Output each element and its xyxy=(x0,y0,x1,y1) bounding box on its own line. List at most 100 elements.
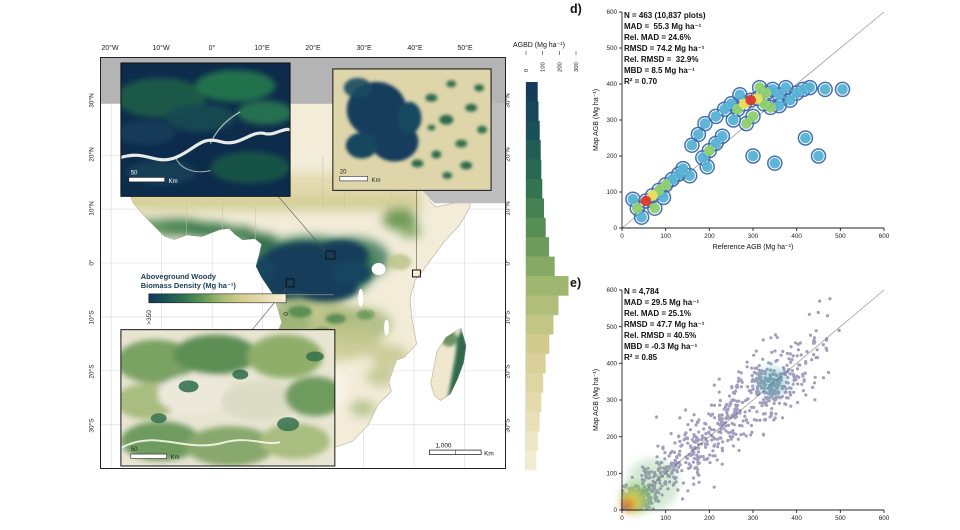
svg-text:500: 500 xyxy=(606,45,617,52)
scale-bar-unit: Km xyxy=(484,451,494,458)
inset-forest-mosaic: 50 Km xyxy=(120,329,336,467)
agbd-histogram: AGBD (Mg ha⁻¹) 0 100 200 300 xyxy=(513,42,580,471)
lat-tick-label: 10°S xyxy=(88,310,96,325)
svg-text:200: 200 xyxy=(704,515,715,522)
svg-text:200: 200 xyxy=(557,62,563,72)
stat-line: MBD = -0.3 Mg ha⁻¹ xyxy=(624,342,698,351)
y-axis-label: Map AGB (Mg ha⁻¹) xyxy=(593,369,600,431)
inset2-scale-bar xyxy=(339,176,368,182)
svg-text:600: 600 xyxy=(879,233,890,240)
africa-map: 50 Km xyxy=(100,57,506,469)
svg-text:500: 500 xyxy=(835,233,846,240)
inset1-scale-value: 50 xyxy=(131,170,138,176)
svg-text:0: 0 xyxy=(613,507,617,514)
svg-text:200: 200 xyxy=(704,233,715,240)
lon-tick-label: 20°E xyxy=(305,45,321,52)
lat-tick-label: 0° xyxy=(88,259,96,266)
y-axis-label: Map AGB (Mg ha⁻¹) xyxy=(593,89,600,151)
map-legend: Aboveground Woody Biomass Density (Mg ha… xyxy=(141,272,290,325)
legend-gradient-bar xyxy=(148,293,287,304)
map-scale-bar: 1,000 Km xyxy=(429,443,494,458)
svg-text:400: 400 xyxy=(791,515,802,522)
inset3-scale-value: 50 xyxy=(131,447,138,453)
tick-labels: 0 100 200 300 400 500 600 0 100 200 300 400 500 600 Ma… xyxy=(593,287,890,522)
legend-title-line2: Biomass Density (Mg ha⁻¹) xyxy=(141,281,237,290)
inset1-scale-bar xyxy=(128,177,165,183)
density-heat xyxy=(620,367,787,514)
inset-connector-lines xyxy=(252,190,417,330)
inset2-scale-value: 20 xyxy=(340,169,347,175)
stat-line: N = 463 (10,837 plots) xyxy=(624,11,706,20)
svg-text:400: 400 xyxy=(791,233,802,240)
stat-line: N = 4,784 xyxy=(624,287,659,296)
svg-text:600: 600 xyxy=(606,287,617,294)
scale-bar-value: 1,000 xyxy=(435,443,452,450)
panel-d-label: d) xyxy=(570,2,582,16)
stat-line: Rel. RMSD = 32.9% xyxy=(624,55,699,64)
svg-text:300: 300 xyxy=(606,117,617,124)
svg-text:0: 0 xyxy=(620,515,624,522)
lat-tick-label: 10°N xyxy=(88,201,96,216)
stat-line: Rel. MAD = 24.6% xyxy=(624,33,691,42)
scatter-plot-d: 0 100 200 300 400 500 600 0 100 200 300 400 500 600 Re… xyxy=(593,9,890,251)
svg-text:300: 300 xyxy=(748,515,759,522)
svg-text:300: 300 xyxy=(606,397,617,404)
legend-min-label: 0 xyxy=(283,312,290,316)
congo-basin-core xyxy=(252,240,372,301)
svg-text:300: 300 xyxy=(748,233,759,240)
africa-map-canvas: 50 Km xyxy=(101,58,505,468)
svg-text:0: 0 xyxy=(620,233,624,240)
inset3-scale-bar xyxy=(130,453,167,459)
lakes xyxy=(358,263,390,336)
stat-line: Rel. MAD = 25.1% xyxy=(624,309,691,318)
svg-text:100: 100 xyxy=(541,62,547,72)
axes xyxy=(619,289,885,513)
svg-text:500: 500 xyxy=(835,515,846,522)
lon-tick-label: 0° xyxy=(208,45,216,52)
svg-text:100: 100 xyxy=(660,233,671,240)
histogram-bars xyxy=(526,82,569,471)
lon-tick-label: 10°W xyxy=(152,45,170,52)
stat-line: RMSD = 47.7 Mg ha⁻¹ xyxy=(624,320,705,329)
svg-text:100: 100 xyxy=(660,515,671,522)
svg-text:500: 500 xyxy=(606,324,617,331)
lon-tick-label: 20°W xyxy=(101,45,119,52)
svg-text:0: 0 xyxy=(524,69,530,72)
legend-max-label: >350 xyxy=(146,310,153,325)
svg-text:0: 0 xyxy=(613,225,617,232)
lon-tick-label: 10°E xyxy=(254,45,270,52)
inset-congo-river: 50 Km xyxy=(120,62,291,197)
inset3-scale-unit: Km xyxy=(171,455,180,461)
plot-content xyxy=(620,289,885,514)
stat-line: MAD = 29.5 Mg ha⁻¹ xyxy=(624,298,700,307)
lon-tick-label: 40°E xyxy=(407,45,423,52)
density-fills xyxy=(627,82,848,223)
svg-text:600: 600 xyxy=(879,515,890,522)
lon-tick-label: 30°E xyxy=(356,45,372,52)
stat-line: MAD = 55.3 Mg ha⁻¹ xyxy=(624,22,702,31)
stat-line: R² = 0.70 xyxy=(624,77,658,86)
x-axis-label: Reference AGB (Mg ha⁻¹) xyxy=(713,244,794,251)
axes xyxy=(619,11,885,231)
svg-text:300: 300 xyxy=(574,62,580,72)
svg-text:100: 100 xyxy=(606,471,617,478)
river xyxy=(120,127,291,162)
stat-line: RMSD = 74.2 Mg ha⁻¹ xyxy=(624,44,705,53)
panel-e-label: e) xyxy=(570,276,582,290)
svg-text:400: 400 xyxy=(606,81,617,88)
histogram-title: AGBD (Mg ha⁻¹) xyxy=(513,42,565,49)
panel-e-stats: N = 4,784 MAD = 29.5 Mg ha⁻¹ Rel. MAD = … xyxy=(624,286,796,363)
svg-text:400: 400 xyxy=(606,361,617,368)
lon-tick-label: 50°E xyxy=(457,45,473,52)
lat-tick-label: 30°N xyxy=(88,93,96,108)
inset-wetland: 20 Km xyxy=(332,68,492,191)
stat-line: Rel. RMSD = 40.5% xyxy=(624,331,697,340)
scatter-plot-e: 0 100 200 300 400 500 600 0 100 200 300 400 500 600 Ma… xyxy=(593,287,890,522)
lat-tick-label: 20°N xyxy=(88,147,96,162)
plot-content xyxy=(621,11,885,229)
lat-tick-label: 20°S xyxy=(88,364,96,379)
stat-line: MBD = 8.5 Mg ha⁻¹ xyxy=(624,66,695,75)
svg-text:600: 600 xyxy=(606,9,617,16)
inset1-scale-unit: Km xyxy=(169,179,178,185)
